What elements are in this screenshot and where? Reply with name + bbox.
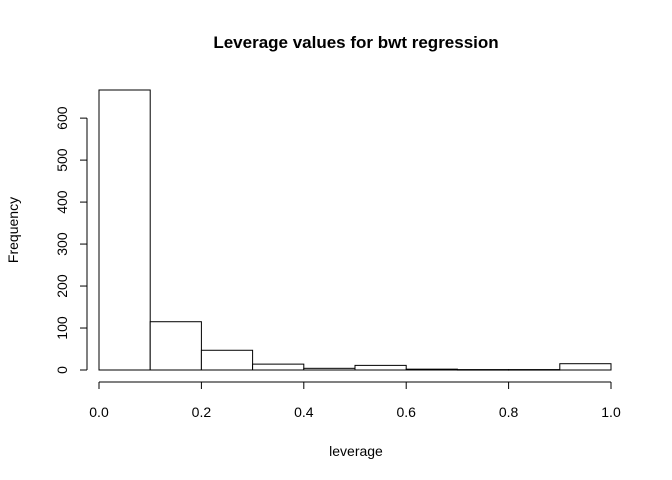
y-tick-label: 500	[54, 148, 70, 172]
y-tick-label: 300	[54, 232, 70, 256]
x-tick-label: 0.6	[396, 404, 416, 420]
histogram-bar	[200, 349, 254, 371]
x-tick-label: 1.0	[601, 404, 621, 420]
y-axis: 0 100 200 300 400 500 600	[54, 106, 88, 374]
x-tick-label: 0.8	[499, 404, 519, 420]
histogram-bar	[252, 363, 305, 371]
bars-group	[98, 89, 612, 371]
x-axis-label: leverage	[329, 443, 383, 459]
x-tick-label: 0.2	[192, 404, 212, 420]
x-tick-label: 0.4	[294, 404, 314, 420]
x-axis: 0.0 0.2 0.4 0.6 0.8 1.0	[89, 381, 621, 420]
histogram-bar	[303, 367, 356, 371]
y-tick-label: 400	[54, 190, 70, 214]
y-tick-label: 200	[54, 274, 70, 298]
histogram-bar	[149, 321, 202, 371]
histogram-bar	[559, 363, 612, 371]
x-tick-label: 0.0	[89, 404, 109, 420]
y-tick-label: 100	[54, 316, 70, 340]
histogram-bar	[354, 364, 407, 371]
y-tick-label: 0	[54, 366, 70, 374]
histogram-bar	[456, 369, 510, 371]
histogram-bar	[508, 369, 561, 371]
histogram-bar	[405, 368, 458, 371]
y-tick-label: 600	[54, 106, 70, 130]
y-axis-label: Frequency	[5, 197, 21, 263]
histogram-bar	[98, 89, 151, 371]
chart-title: Leverage values for bwt regression	[213, 33, 498, 52]
